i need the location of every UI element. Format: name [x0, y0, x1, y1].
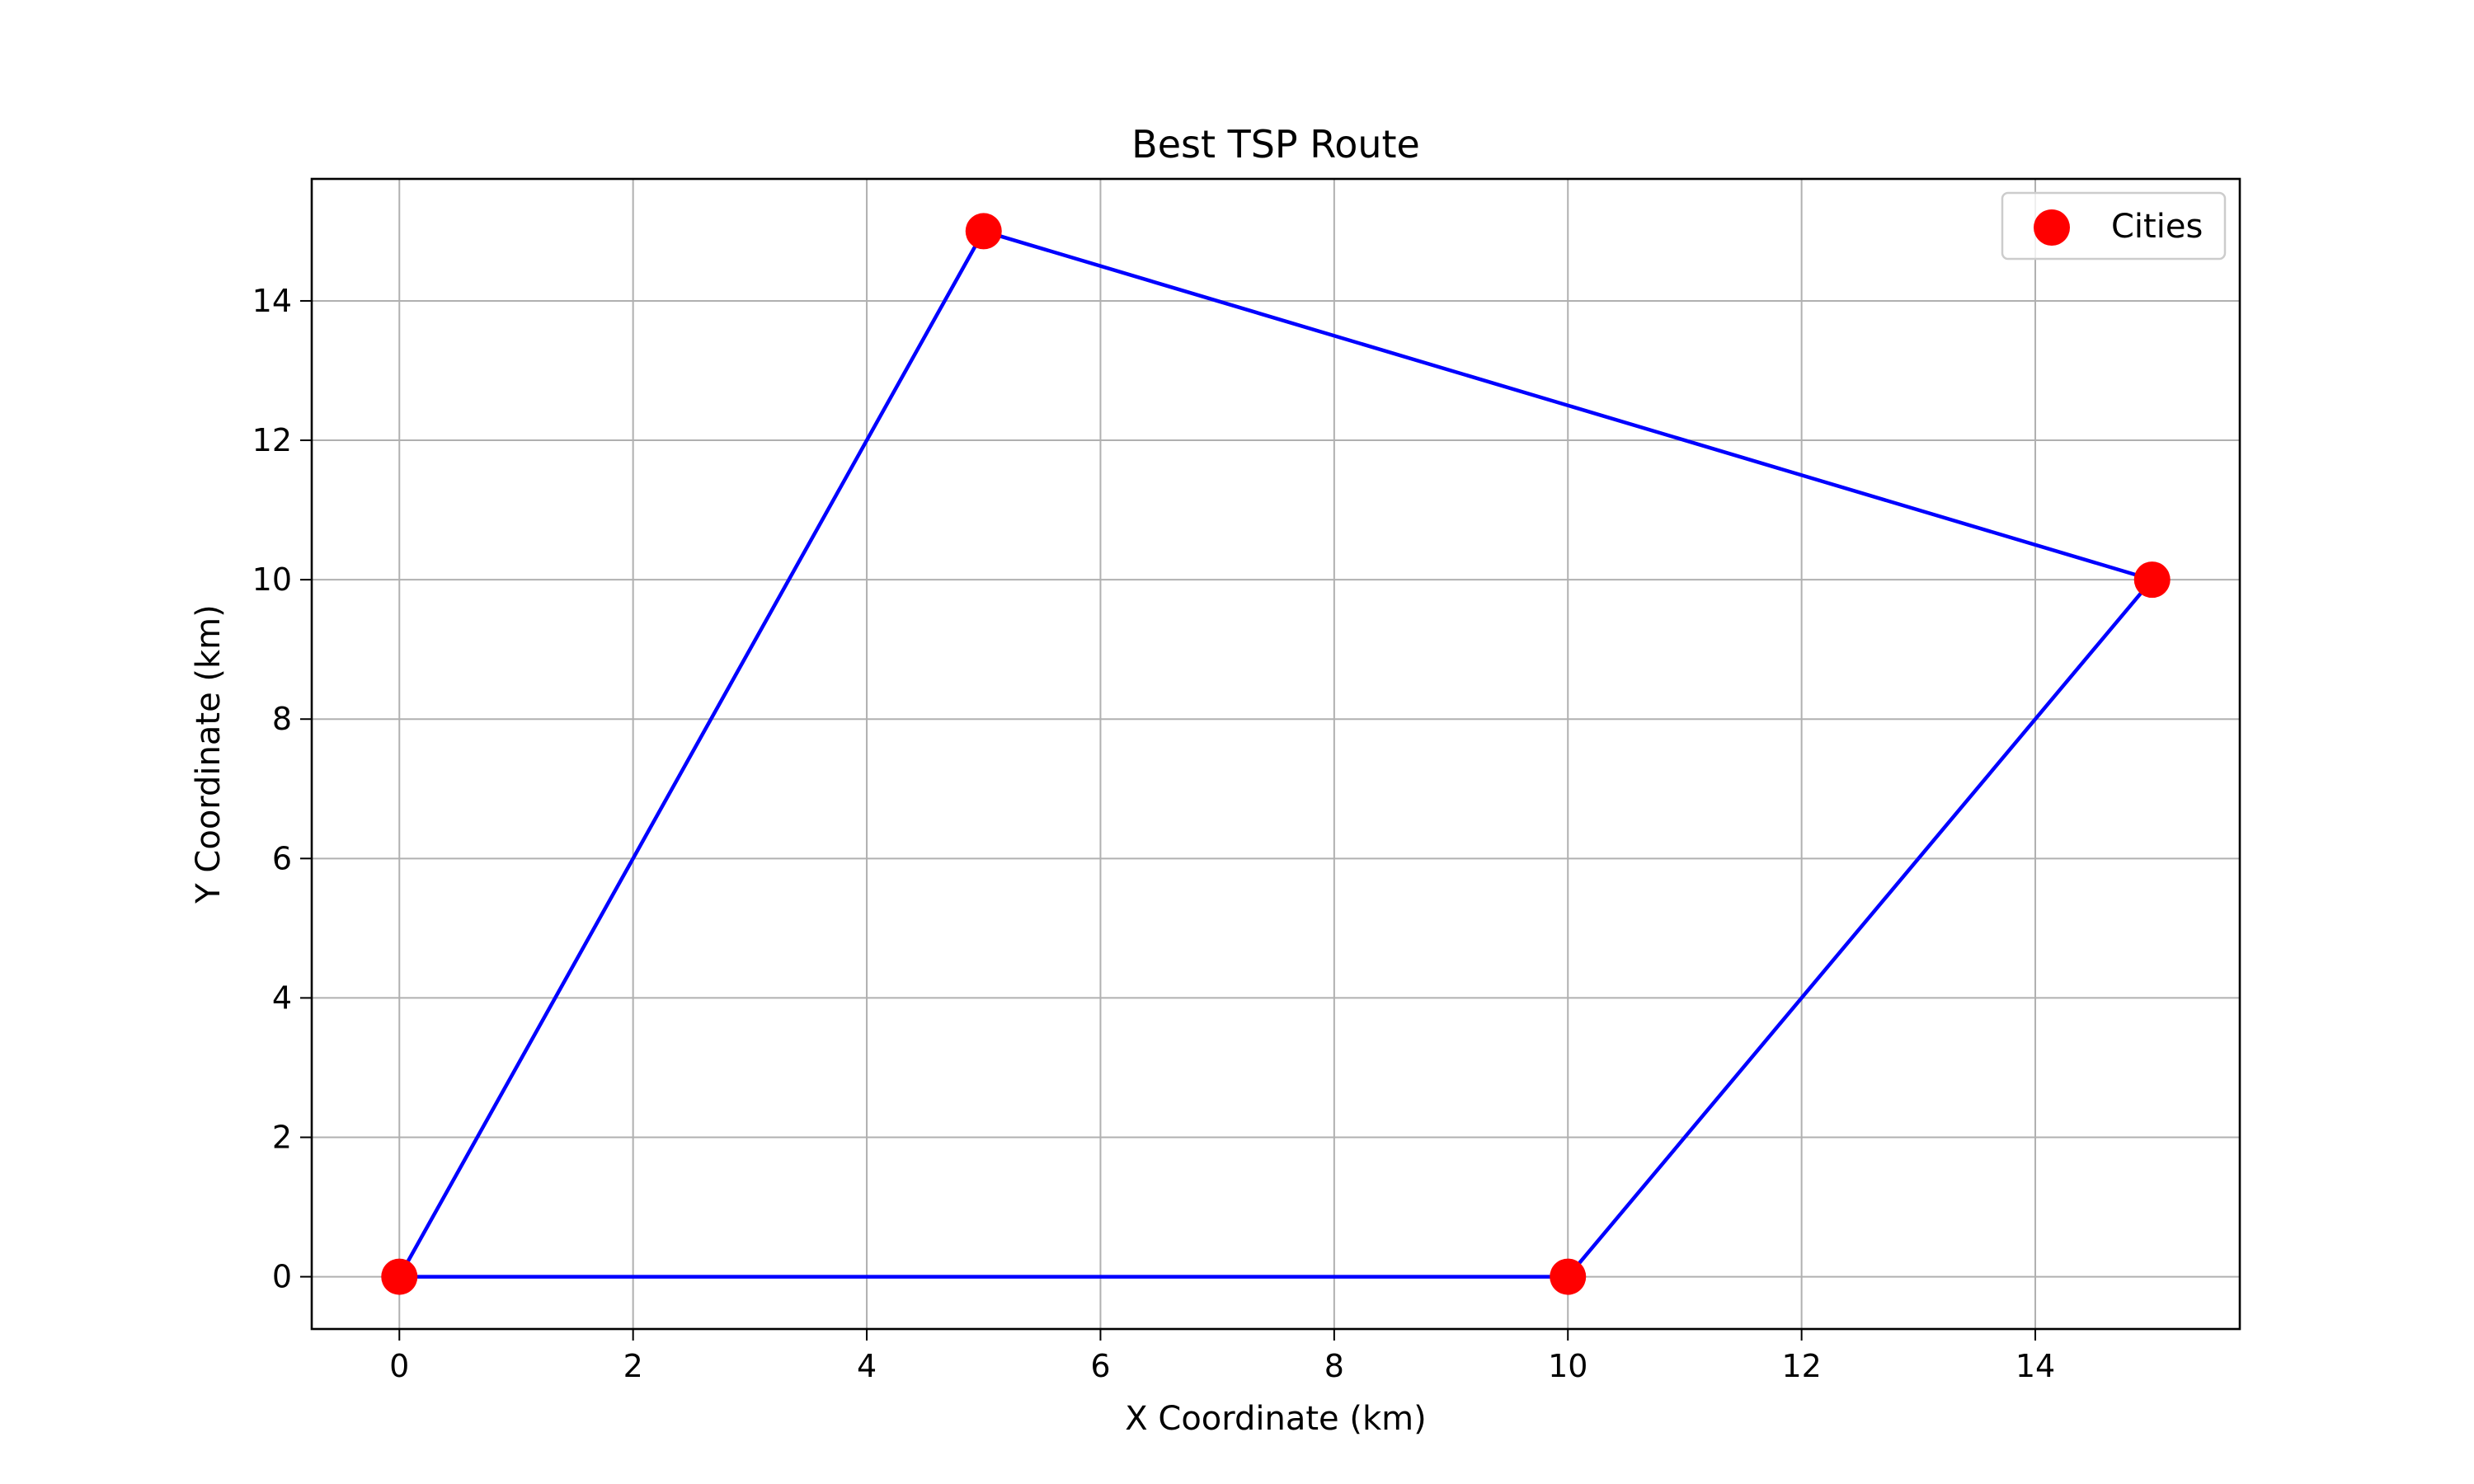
y-tick-label: 8 — [272, 701, 292, 737]
x-tick-label: 6 — [1090, 1348, 1110, 1384]
city-point — [1550, 1258, 1587, 1295]
y-axis-label: Y Coordinate (km) — [190, 604, 228, 904]
x-tick-label: 14 — [2015, 1348, 2055, 1384]
city-point — [381, 1258, 418, 1295]
x-tick-label: 0 — [389, 1348, 409, 1384]
x-tick-label: 8 — [1324, 1348, 1344, 1384]
x-tick-label: 4 — [857, 1348, 877, 1384]
city-point — [965, 213, 1002, 250]
axis-ticks: 0 2 4 6 8 10 12 14 0 2 4 6 8 10 12 14 — [252, 283, 2056, 1384]
y-tick-label: 2 — [272, 1120, 292, 1156]
y-tick-label: 4 — [272, 979, 292, 1016]
city-points-series — [381, 213, 2171, 1295]
plot-area-frame — [310, 177, 2241, 1331]
city-point — [2133, 561, 2171, 599]
legend: Cities — [2001, 191, 2227, 261]
y-tick-label: 14 — [252, 283, 292, 319]
y-tick-label: 0 — [272, 1259, 292, 1295]
x-tick-label: 12 — [1781, 1348, 1821, 1384]
legend-label-cities: Cities — [2111, 208, 2203, 246]
x-axis-label: X Coordinate (km) — [1125, 1400, 1426, 1438]
y-tick-label: 10 — [252, 561, 292, 598]
chart-title: Best TSP Route — [1131, 122, 1420, 167]
x-tick-label: 10 — [1548, 1348, 1587, 1384]
y-tick-label: 12 — [252, 422, 292, 458]
y-tick-label: 6 — [272, 840, 292, 876]
x-tick-label: 2 — [623, 1348, 643, 1384]
legend-marker-cities — [2034, 209, 2070, 246]
